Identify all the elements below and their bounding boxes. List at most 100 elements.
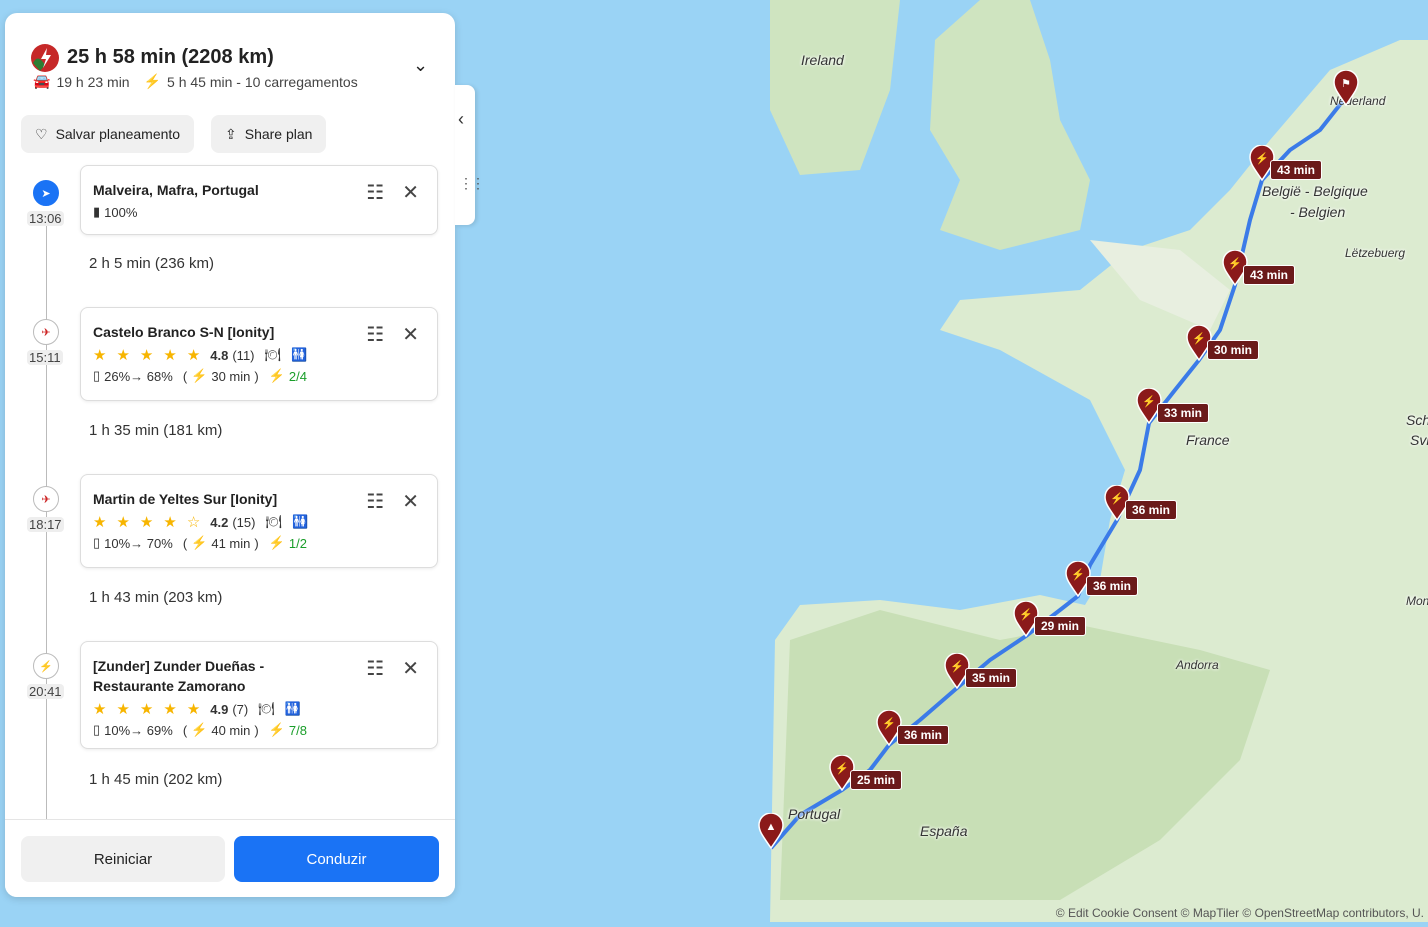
close-icon[interactable]: ✕ (402, 324, 419, 346)
pin-duration-label[interactable]: 33 min (1157, 403, 1210, 423)
pin-duration-label[interactable]: 36 min (1125, 500, 1178, 520)
destination-flag-pin[interactable]: ⚑ (1333, 69, 1359, 107)
charging-stop-pin[interactable]: ⚡ (829, 754, 855, 792)
svg-text:⚡: ⚡ (950, 660, 964, 673)
close-icon[interactable]: ✕ (402, 182, 419, 204)
svg-text:⚡: ⚡ (1192, 332, 1206, 345)
pin-duration-label[interactable]: 43 min (1243, 265, 1296, 285)
charger-icon: ⚡ (268, 535, 285, 550)
restaurant-icon: 🍽 (258, 701, 275, 716)
settings-sliders-icon[interactable]: ☷ (366, 324, 385, 346)
toilet-icon: 🚻 (284, 701, 301, 716)
review-count: (11) (232, 347, 255, 363)
star-icon: ★ (186, 701, 201, 718)
charging-stop-pin[interactable]: ⚡ (1104, 484, 1130, 522)
charging-stop-pin[interactable]: ⚡ (876, 709, 902, 747)
charging-stop-pin[interactable]: ⚡ (1186, 324, 1212, 362)
charging-stop-pin[interactable]: ⚡ (1013, 600, 1039, 638)
close-icon[interactable]: ✕ (402, 658, 419, 680)
save-label: Salvar planeamento (55, 126, 181, 142)
chargers-available: 2/4 (288, 368, 307, 384)
pin-duration-label[interactable]: 25 min (850, 770, 903, 790)
heart-icon: ♡ (35, 125, 48, 142)
panel-collapse-handle[interactable]: ‹ ⋮⋮ (455, 85, 485, 225)
svg-text:▲: ▲ (766, 821, 777, 833)
star-icon: ★ (139, 701, 154, 718)
stop-name: Malveira, Mafra, Portugal (93, 182, 259, 198)
svg-text:⚡: ⚡ (882, 717, 896, 730)
map-label: Andorra (1176, 658, 1219, 672)
pin-duration-label[interactable]: 36 min (1086, 576, 1139, 596)
pin-duration-label[interactable]: 29 min (1034, 616, 1087, 636)
zunder-logo-icon: ⚡ (33, 653, 59, 679)
stop-card[interactable]: Martin de Yeltes Sur [Ionity] ★ ★ ★ ★ ☆ 4.2 (1… (80, 474, 438, 568)
stop-card[interactable]: Malveira, Mafra, Portugal ▮ 100% ☷ ✕ (80, 165, 438, 235)
bolt-icon: ⚡ (191, 722, 208, 737)
battery-icon: ▯ (93, 368, 101, 383)
stop-time: 18:17 (27, 517, 64, 532)
toilet-icon: 🚻 (291, 347, 308, 362)
leg-info: 1 h 43 min (203 km) (89, 589, 223, 606)
rating: 4.2 (210, 514, 229, 530)
svg-text:⚡: ⚡ (1110, 492, 1124, 505)
chargers-available: 1/2 (288, 535, 307, 551)
svg-text:⚑: ⚑ (1341, 78, 1351, 90)
svg-text:⚡: ⚡ (835, 762, 849, 775)
close-icon[interactable]: ✕ (402, 491, 419, 513)
star-icon: ★ (93, 514, 107, 531)
bolt-icon: ⚡ (143, 73, 162, 89)
save-plan-button[interactable]: ♡ Salvar planeamento (21, 115, 195, 153)
charge-duration: 41 min (211, 535, 251, 551)
rating: 4.9 (210, 701, 229, 717)
share-plan-button[interactable]: ⇪ Share plan (211, 115, 327, 153)
star-icon: ★ (163, 514, 177, 531)
star-icon: ★ (93, 347, 107, 364)
stop-card[interactable]: Castelo Branco S-N [Ionity] ★ ★ ★ ★ ★ 4.8 (11)… (80, 307, 438, 401)
navigation-arrow-icon: ➤ (33, 180, 59, 206)
pin-duration-label[interactable]: 43 min (1270, 160, 1323, 180)
pin-duration-label[interactable]: 30 min (1207, 340, 1260, 360)
pin-duration-label[interactable]: 36 min (897, 725, 950, 745)
settings-sliders-icon[interactable]: ☷ (366, 658, 385, 680)
map-label: Lëtzebuerg (1345, 246, 1406, 260)
svg-text:⚡: ⚡ (1255, 152, 1269, 165)
stop-card[interactable]: [Zunder] Zunder Dueñas - Restaurante Zam… (80, 641, 438, 749)
settings-sliders-icon[interactable]: ☷ (366, 182, 385, 204)
route-total: 25 h 58 min (2208 km) (67, 46, 274, 68)
map-label: France (1186, 432, 1230, 448)
star-icon: ★ (93, 701, 107, 718)
share-label: Share plan (244, 126, 313, 142)
charging-stop-pin[interactable]: ⚡ (944, 652, 970, 690)
pin-duration-label[interactable]: 35 min (965, 668, 1018, 688)
drag-handle-icon[interactable]: ⋮⋮ (459, 175, 485, 191)
star-icon: ★ (116, 701, 130, 718)
chevron-down-icon[interactable]: ⌄ (413, 55, 429, 75)
chevron-left-icon[interactable]: ‹ (458, 109, 464, 129)
review-count: (15) (232, 514, 256, 530)
app-logo-icon (31, 44, 59, 72)
chargers-available: 7/8 (288, 722, 307, 738)
reset-button[interactable]: Reiniciar (21, 836, 225, 882)
charge-duration: 40 min (211, 722, 251, 738)
ionity-logo-icon: ✈ (33, 486, 59, 512)
stop-time: 13:06 (27, 211, 64, 226)
map-label: España (920, 823, 968, 839)
bolt-icon: ⚡ (191, 368, 208, 383)
map-label: - Belgien (1290, 204, 1346, 220)
leg-info: 1 h 35 min (181 km) (89, 422, 223, 439)
map-attribution[interactable]: © Edit Cookie Consent © MapTiler © OpenS… (1055, 906, 1424, 920)
map-label: Ireland (801, 52, 844, 68)
rating: 4.8 (210, 347, 229, 363)
settings-sliders-icon[interactable]: ☷ (366, 491, 385, 513)
stop-name: Castelo Branco S-N [Ionity] (93, 324, 275, 340)
stop-time: 20:41 (27, 684, 64, 699)
drive-button[interactable]: Conduzir (234, 836, 439, 882)
battery-icon: ▮ (93, 204, 101, 219)
start-pin[interactable]: ▲ (758, 812, 784, 850)
charger-icon: ⚡ (268, 368, 285, 383)
star-icon: ★ (116, 347, 130, 364)
svg-text:⚡: ⚡ (1019, 608, 1033, 621)
map-label: Svi (1410, 432, 1428, 448)
